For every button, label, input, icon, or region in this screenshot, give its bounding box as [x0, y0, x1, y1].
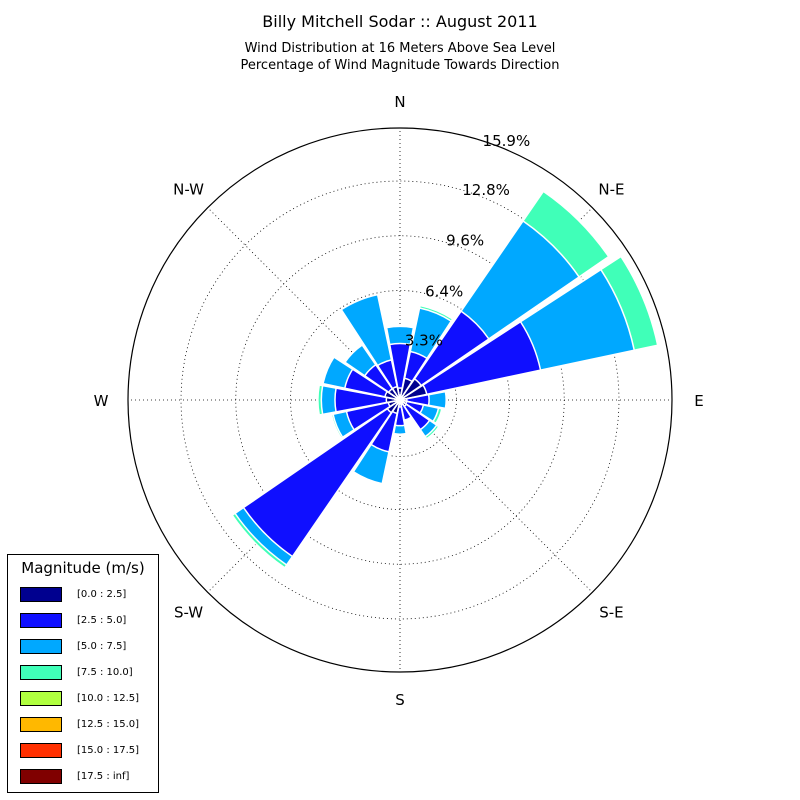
direction-label-s-w: S-W	[174, 603, 203, 621]
chart-subtitle-1: Wind Distribution at 16 Meters Above Sea…	[244, 41, 556, 56]
legend-label: [7.5 : 10.0]	[77, 667, 133, 678]
wedge-sector-6-bin-1	[399, 399, 431, 431]
legend-swatch	[20, 613, 62, 628]
direction-label-n-e: N-E	[598, 181, 624, 199]
wedge-sector-9-bin-1	[370, 399, 401, 453]
wedge-sector-12-bin-1	[334, 387, 401, 413]
legend-label: [2.5 : 5.0]	[77, 615, 127, 626]
grid-circle	[180, 180, 620, 620]
legend-label: [15.0 : 17.5]	[77, 745, 140, 756]
radial-tick-label: 6.4%	[425, 282, 463, 300]
wedge-sector-11-bin-1	[345, 399, 401, 431]
direction-label-e: E	[694, 392, 703, 410]
radial-tick-label: 9.6%	[446, 232, 484, 250]
legend-swatch	[20, 665, 62, 680]
grid-circle	[235, 235, 565, 565]
legend-swatch	[20, 639, 62, 654]
legend-label: [5.0 : 7.5]	[77, 641, 127, 652]
legend-swatch	[20, 743, 62, 758]
legend-swatch	[20, 717, 62, 732]
direction-label-n-w: N-W	[173, 181, 204, 199]
wedge-sector-3-bin-1	[399, 320, 542, 401]
legend-label: [12.5 : 15.0]	[77, 719, 140, 730]
wedge-sector-0-bin-1	[388, 342, 412, 401]
direction-label-s: S	[395, 691, 405, 709]
chart-subtitle-2: Percentage of Wind Magnitude Towards Dir…	[240, 58, 560, 73]
direction-label-s-e: S-E	[599, 603, 623, 621]
legend-label: [10.0 : 12.5]	[77, 693, 140, 704]
legend-label: [0.0 : 2.5]	[77, 589, 127, 600]
legend-swatch	[20, 587, 62, 602]
radial-tick-label: 12.8%	[462, 181, 510, 199]
chart-title: Billy Mitchell Sodar :: August 2011	[262, 12, 538, 31]
legend-title: Magnitude (m/s)	[21, 559, 145, 577]
wedge-sector-15-bin-0	[391, 385, 401, 401]
wedge-sector-10-bin-1	[242, 399, 401, 558]
direction-label-w: W	[94, 392, 109, 410]
direction-label-n: N	[394, 93, 405, 111]
grid-circle	[343, 343, 457, 457]
legend: Magnitude (m/s) [0.0 : 2.5] [2.5 : 5.0] [5…	[7, 554, 159, 793]
polar-frame	[127, 127, 673, 673]
legend-swatch	[20, 769, 62, 784]
radial-tick-label: 3.3%	[405, 331, 443, 349]
legend-label: [17.5 : inf]	[77, 771, 130, 782]
radial-tick-label: 15.9%	[483, 132, 531, 150]
grid-circle	[290, 290, 510, 510]
legend-swatch	[20, 691, 62, 706]
wedge-sector-4-bin-1	[399, 393, 430, 407]
wedge-sector-2-bin-1	[399, 310, 490, 401]
